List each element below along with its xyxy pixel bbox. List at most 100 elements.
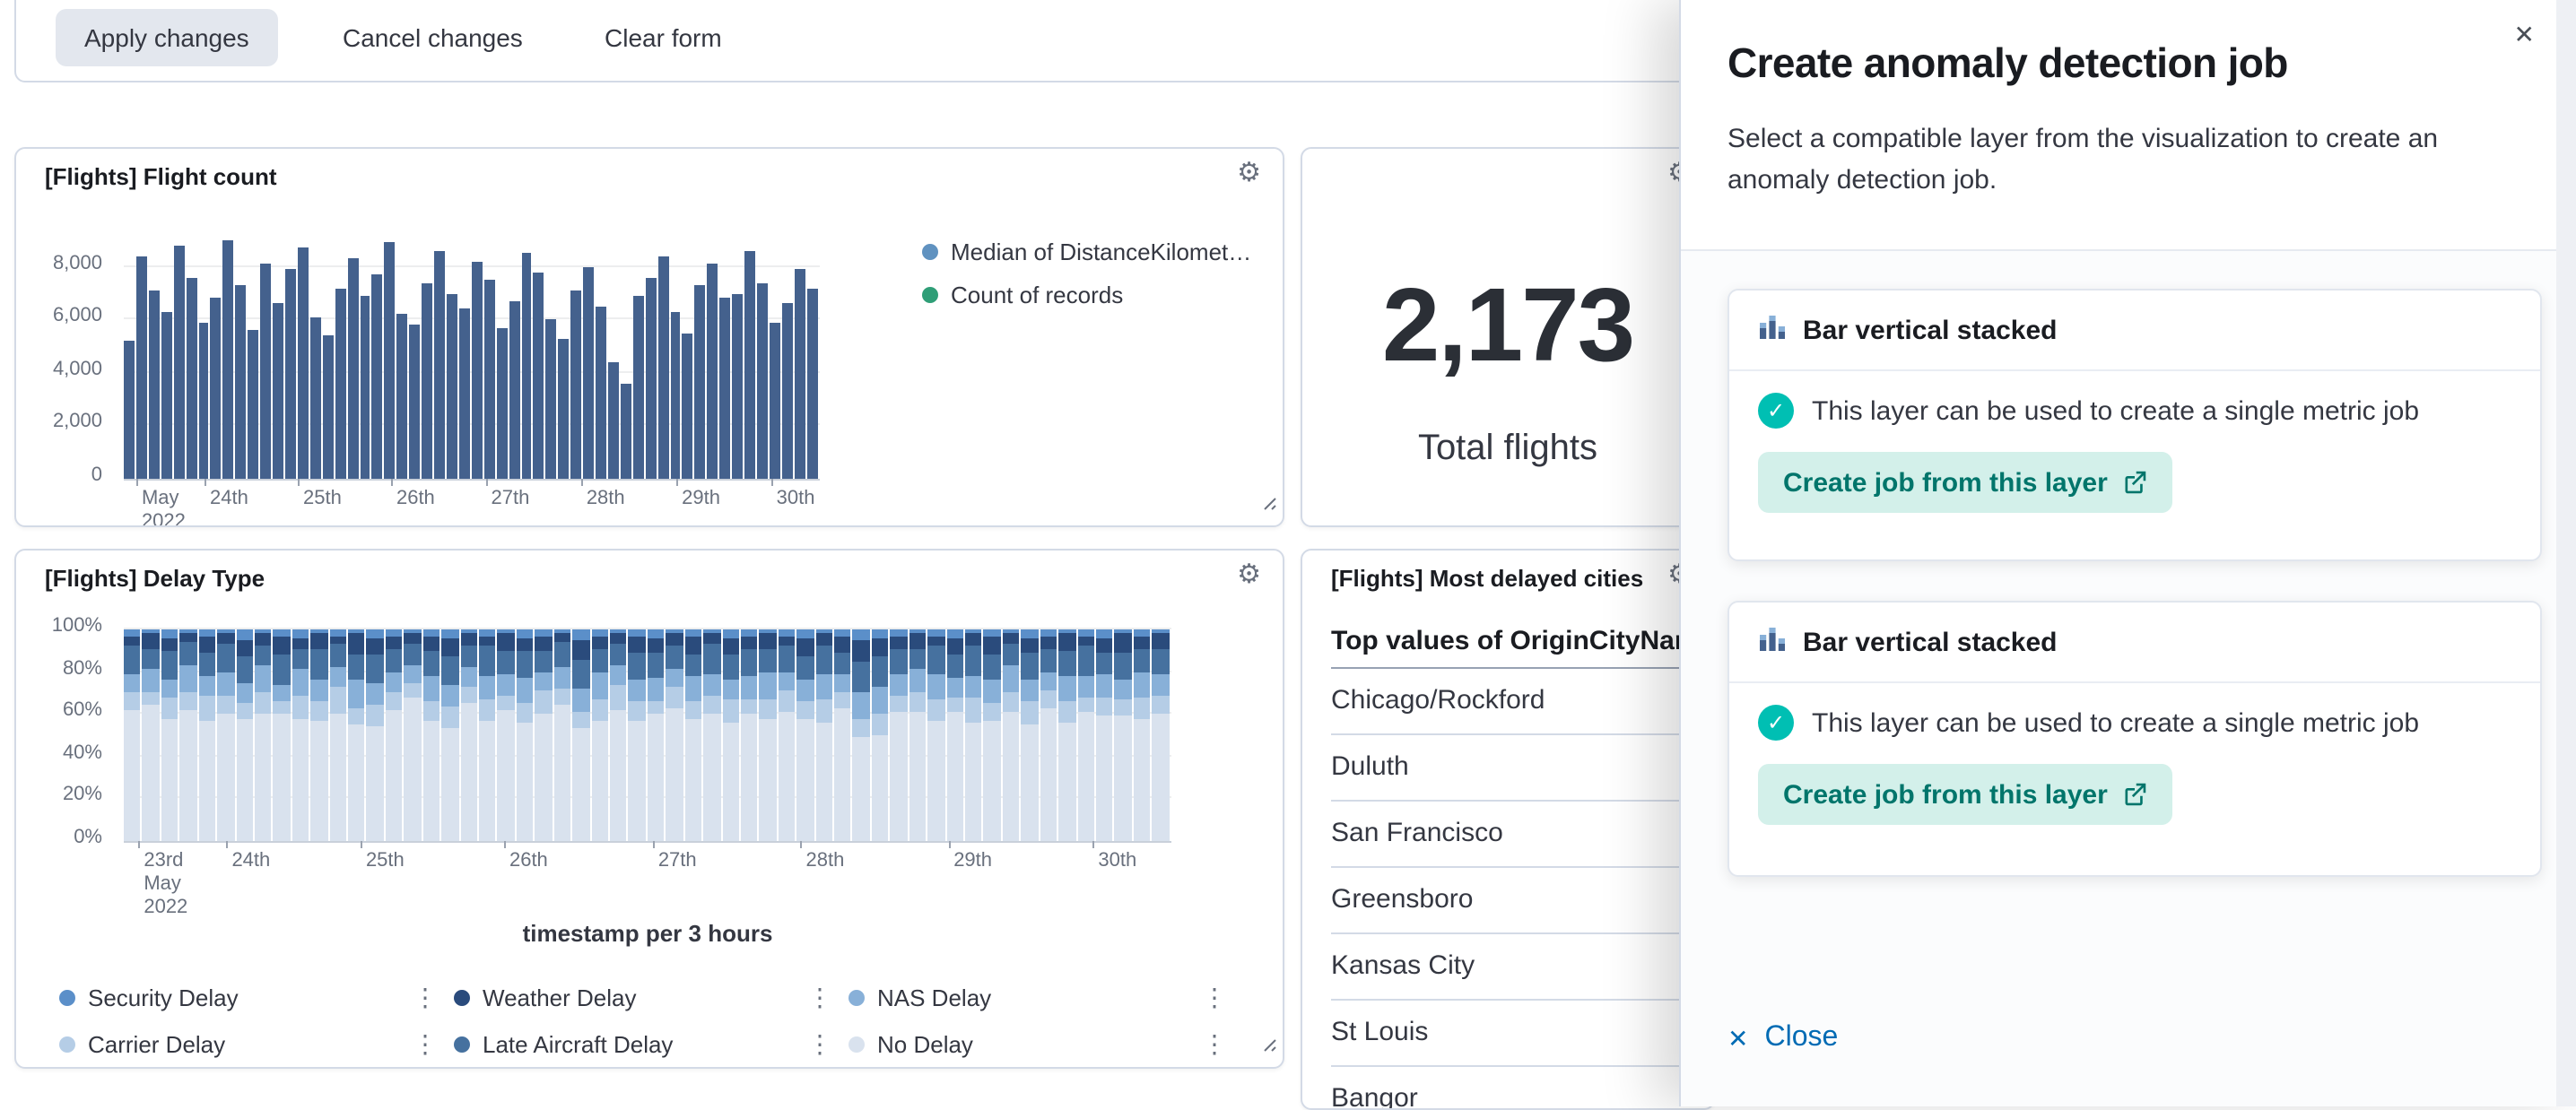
legend-options-kebab-icon[interactable]: ⋮	[1197, 1031, 1232, 1056]
clear-form-button[interactable]: Clear form	[587, 9, 740, 66]
delay-bar-segment	[964, 629, 982, 634]
legend-options-kebab-icon[interactable]: ⋮	[407, 1031, 443, 1056]
legend-item[interactable]: Count of records	[922, 282, 1251, 308]
delay-bar-segment	[964, 722, 982, 841]
panel-settings-gear-icon[interactable]: ⚙	[1233, 558, 1265, 592]
cancel-changes-button[interactable]: Cancel changes	[325, 9, 541, 66]
delay-bar-segment	[796, 656, 814, 681]
create-job-from-layer-button[interactable]: Create job from this layer	[1758, 764, 2172, 825]
legend-label: Security Delay	[88, 984, 239, 1010]
delay-bar-segment	[422, 675, 440, 702]
legend-item[interactable]: Carrier Delay ⋮	[59, 1020, 454, 1067]
delay-bar-segment	[516, 678, 534, 704]
delay-stacked-bar	[796, 629, 814, 841]
delay-bar-segment	[329, 636, 347, 645]
flight-count-bar	[533, 272, 544, 479]
y-axis-label: 4,000	[52, 358, 102, 380]
layer-card: Bar vertical stacked ✓ This layer can be…	[1727, 289, 2542, 561]
delay-bar-segment	[535, 672, 553, 691]
delay-bar-segment	[946, 678, 963, 698]
legend-item[interactable]: Late Aircraft Delay ⋮	[454, 1020, 849, 1067]
flyout-close-button[interactable]: ✕ Close	[1727, 1022, 1838, 1054]
x-axis-label: 26th	[509, 850, 548, 872]
x-axis-label: 28th	[586, 488, 625, 509]
delay-bar-segment	[834, 673, 851, 693]
delay-bar-segment	[1133, 636, 1151, 649]
legend-item[interactable]: Weather Delay ⋮	[454, 974, 849, 1020]
delay-bar-segment	[983, 703, 1001, 721]
delay-bar-segment	[348, 633, 365, 655]
delay-bar-segment	[852, 737, 870, 841]
flight-count-bar	[670, 311, 681, 479]
flight-count-bar	[309, 317, 321, 479]
flight-count-bar	[645, 277, 657, 479]
delay-bar-segment	[142, 629, 160, 634]
delay-bar-segment	[217, 672, 235, 696]
panel-resize-handle-icon[interactable]	[1259, 1029, 1277, 1062]
delay-bar-segment	[198, 675, 216, 696]
legend-color-dot	[849, 989, 865, 1005]
delay-bar-segment	[535, 690, 553, 715]
bar-vertical-stacked-icon	[1758, 311, 1787, 349]
delay-bar-segment	[927, 673, 945, 699]
scrollbar-track[interactable]	[2556, 0, 2576, 1106]
flight-legend: Median of DistanceKilomet… Count of recor…	[922, 238, 1251, 308]
delay-bar-segment	[1021, 701, 1039, 725]
create-job-from-layer-button[interactable]: Create job from this layer	[1758, 452, 2172, 513]
panel-resize-handle-icon[interactable]	[1259, 488, 1277, 520]
legend-options-kebab-icon[interactable]: ⋮	[407, 984, 443, 1010]
delay-bar-segment	[366, 682, 384, 706]
delay-bar-segment	[310, 648, 328, 681]
legend-options-kebab-icon[interactable]: ⋮	[802, 1031, 838, 1056]
delay-bar-segment	[404, 665, 422, 683]
delay-bar-segment	[124, 673, 141, 693]
delay-bar-segment	[292, 718, 309, 841]
delay-bar-segment	[852, 692, 870, 719]
table-row: San Francisco	[1331, 802, 1713, 868]
delay-bar-segment	[1114, 698, 1132, 716]
apply-changes-button[interactable]: Apply changes	[56, 9, 278, 66]
delay-bar-segment	[124, 629, 141, 637]
delay-bar-segment	[1040, 629, 1057, 637]
delay-stacked-bar	[609, 629, 627, 841]
cities-table-header[interactable]: Top values of OriginCityName	[1331, 626, 1713, 656]
delay-bar-segment	[647, 714, 665, 841]
legend-label: Late Aircraft Delay	[483, 1030, 674, 1057]
flyout-close-icon[interactable]: ✕	[2511, 18, 2538, 50]
legend-item[interactable]: Median of DistanceKilomet…	[922, 238, 1251, 265]
delay-bar-segment	[1114, 680, 1132, 699]
legend-options-kebab-icon[interactable]: ⋮	[1197, 984, 1232, 1010]
delay-bar-segment	[778, 636, 796, 646]
delay-bar-segment	[385, 672, 403, 693]
flight-count-bar	[471, 261, 483, 479]
delay-bar-segment	[310, 720, 328, 841]
delay-bar-segment	[890, 695, 908, 713]
x-axis-tick	[138, 841, 141, 848]
delay-stacked-bar	[1152, 629, 1170, 841]
delay-bar-segment	[703, 644, 720, 674]
delay-plot	[124, 628, 1171, 843]
delay-bar-segment	[366, 637, 384, 655]
delay-bar-segment	[348, 707, 365, 725]
delay-bar-segment	[198, 636, 216, 654]
delay-bar-segment	[609, 644, 627, 666]
delay-bar-segment	[497, 673, 515, 696]
delay-bar-segment	[479, 629, 496, 637]
x-axis-tick	[948, 841, 951, 848]
delay-stacked-bar	[964, 629, 982, 841]
panel-settings-gear-icon[interactable]: ⚙	[1233, 156, 1265, 190]
legend-color-dot	[922, 287, 938, 303]
legend-item[interactable]: Security Delay ⋮	[59, 974, 454, 1020]
flight-count-bar	[632, 296, 644, 479]
x-axis-tick	[390, 479, 393, 486]
legend-item[interactable]: NAS Delay ⋮	[849, 974, 1243, 1020]
legend-options-kebab-icon[interactable]: ⋮	[802, 984, 838, 1010]
flight-count-bar	[545, 319, 557, 479]
delay-ylabels: 0% 20% 40% 60% 80% 100%	[16, 616, 113, 847]
delay-bar-segment	[366, 705, 384, 727]
delay-bar-segment	[273, 684, 291, 702]
delay-bar-segment	[815, 722, 833, 841]
delay-bar-segment	[871, 735, 889, 841]
legend-item[interactable]: No Delay ⋮	[849, 1020, 1243, 1067]
table-header-rule	[1331, 667, 1713, 669]
